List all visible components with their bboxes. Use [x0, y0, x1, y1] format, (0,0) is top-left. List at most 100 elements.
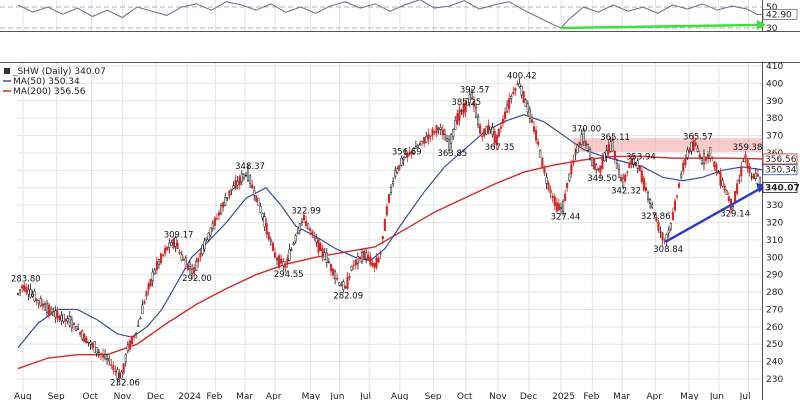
candle-body [379, 252, 382, 255]
price-annotation: 309.17 [164, 230, 194, 240]
price-annotation: 385.25 [451, 98, 481, 108]
candle-body [601, 156, 604, 169]
candle-body [226, 196, 229, 199]
right-price-box [762, 182, 798, 194]
candle-body [673, 200, 677, 211]
price-annotation: 367.35 [485, 143, 515, 153]
candle-body [568, 173, 571, 181]
candle-body [85, 337, 88, 344]
candle-body [696, 148, 699, 152]
price-annotation: 327.86 [641, 212, 671, 222]
candle-body [404, 154, 407, 158]
candle-body [669, 222, 672, 230]
candle-body [748, 166, 751, 174]
x-tick-label: Jul [359, 392, 371, 400]
legend-entry: MA(200) 356.56 [13, 87, 86, 97]
candle-body [725, 190, 728, 195]
candle-body [77, 328, 80, 330]
y-tick-label: 270 [766, 305, 783, 315]
candle-body [265, 223, 268, 235]
candle-body [334, 271, 337, 280]
support-trendline [664, 187, 761, 243]
candle-body [280, 258, 283, 264]
candle-body [174, 237, 177, 247]
candle-body [203, 240, 206, 250]
candle-body [344, 286, 347, 289]
candle-body [419, 143, 422, 146]
x-tick-label: Jun [709, 392, 724, 400]
candle-body [336, 278, 339, 280]
y-tick-label: 290 [766, 271, 783, 281]
candle-body [387, 194, 391, 203]
candle-body [122, 363, 125, 374]
candle-body [360, 252, 364, 263]
candle-body [35, 298, 38, 302]
right-price-label: 356.56 [765, 155, 797, 165]
candle-body [754, 173, 757, 179]
candle-body [491, 127, 494, 135]
candle-body [172, 238, 175, 249]
candle-body [532, 126, 536, 132]
candle-body [584, 141, 587, 146]
candle-body [246, 167, 250, 181]
candle-body [325, 252, 328, 263]
candle-body [278, 255, 281, 268]
x-tick-label: Jul [739, 392, 751, 400]
candle-body [151, 271, 154, 282]
candle-body [124, 354, 127, 363]
candle-body [493, 130, 496, 144]
candle-body [305, 220, 308, 227]
candle-body [178, 251, 181, 254]
candle-body [553, 196, 556, 206]
rsi-trendline [561, 23, 763, 30]
candle-body [597, 168, 600, 171]
candle-body [220, 205, 223, 214]
resistance-zone [573, 138, 762, 153]
candle-body [572, 160, 575, 164]
candle-body [143, 301, 146, 304]
candle-body [72, 323, 76, 325]
candle-body [302, 214, 306, 221]
candle-body [288, 249, 291, 261]
candle-body [323, 252, 326, 260]
y-tick-label: 410 [766, 62, 783, 72]
y-tick-label: 400 [766, 79, 783, 89]
candle-body [45, 303, 49, 314]
x-tick-label: 2024 [178, 392, 201, 400]
candle-body [468, 94, 471, 104]
candle-body [180, 254, 183, 261]
candle-body [91, 343, 94, 348]
y-tick-label: 380 [766, 114, 783, 124]
candle-body [483, 128, 486, 136]
candle-body [263, 216, 266, 228]
y-tick-label: 300 [766, 253, 783, 263]
candle-body [327, 261, 330, 264]
candle-body [684, 157, 687, 166]
candle-body [371, 262, 374, 267]
candle-body [582, 129, 585, 142]
candle-body [292, 242, 295, 246]
candle-body [48, 304, 51, 316]
candle-body [485, 126, 488, 135]
candle-body [342, 281, 345, 290]
price-annotation: 282.09 [333, 291, 363, 301]
candle-body [427, 134, 430, 140]
candle-body [692, 140, 695, 151]
candle-body [116, 369, 119, 379]
candle-body [392, 181, 395, 185]
price-annotation: 359.38 [733, 143, 763, 153]
candle-body [141, 304, 144, 314]
rsi-current-box [762, 9, 798, 20]
candle-body [595, 164, 598, 170]
price-annotation: 294.55 [274, 270, 304, 280]
candle-body [155, 261, 158, 271]
candle-body [197, 258, 200, 263]
candle-body [153, 269, 156, 275]
candle-body [400, 157, 403, 166]
candle-body [640, 170, 643, 183]
candle-body [688, 149, 691, 153]
candle-body [157, 259, 160, 265]
price-annotation: 327.44 [551, 213, 581, 223]
x-tick-label: Nov [489, 392, 507, 400]
candle-body [159, 253, 163, 264]
